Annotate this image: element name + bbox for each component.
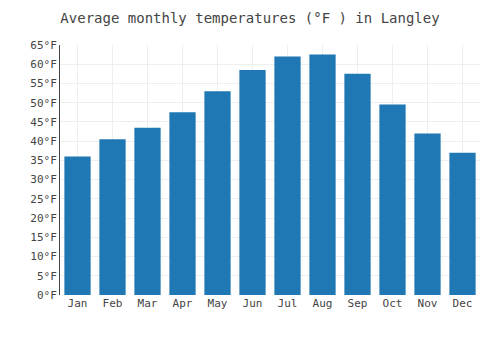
svg-text:40°F: 40°F: [30, 135, 57, 148]
svg-text:20°F: 20°F: [30, 212, 57, 225]
svg-text:60°F: 60°F: [30, 58, 57, 71]
svg-text:Dec: Dec: [453, 297, 473, 310]
svg-text:65°F: 65°F: [30, 39, 57, 52]
svg-text:55°F: 55°F: [30, 77, 57, 90]
svg-text:Mar: Mar: [138, 297, 158, 310]
svg-text:10°F: 10°F: [30, 250, 57, 263]
svg-text:Sep: Sep: [348, 297, 368, 310]
svg-text:35°F: 35°F: [30, 154, 57, 167]
svg-text:Nov: Nov: [418, 297, 438, 310]
svg-text:Oct: Oct: [383, 297, 403, 310]
svg-text:Apr: Apr: [173, 297, 193, 310]
svg-text:45°F: 45°F: [30, 116, 57, 129]
svg-text:Jul: Jul: [278, 297, 298, 310]
svg-text:Jan: Jan: [68, 297, 88, 310]
svg-text:Aug: Aug: [313, 297, 333, 310]
svg-text:25°F: 25°F: [30, 193, 57, 206]
svg-text:Feb: Feb: [103, 297, 123, 310]
svg-text:30°F: 30°F: [30, 173, 57, 186]
svg-text:15°F: 15°F: [30, 231, 57, 244]
svg-text:0°F: 0°F: [37, 289, 57, 302]
svg-text:5°F: 5°F: [37, 270, 57, 283]
svg-text:Jun: Jun: [243, 297, 263, 310]
svg-text:May: May: [208, 297, 228, 310]
svg-text:Average monthly temperatures (: Average monthly temperatures (°F ) in La…: [60, 10, 439, 26]
svg-text:50°F: 50°F: [30, 97, 57, 110]
